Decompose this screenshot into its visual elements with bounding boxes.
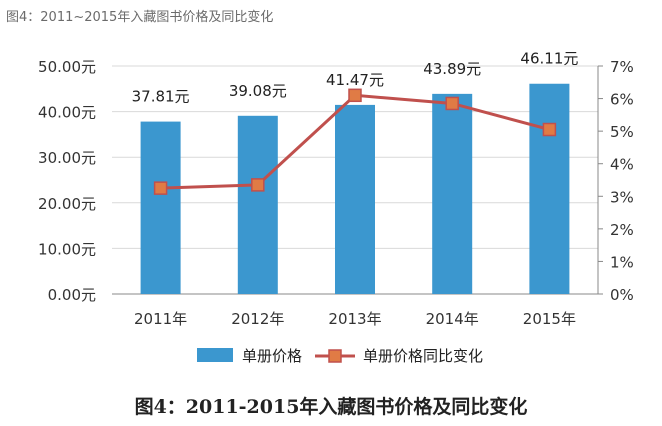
bar <box>432 93 473 294</box>
chart-caption-top: 图4：2011~2015年入藏图书价格及同比变化 <box>6 10 274 25</box>
y-right-tick-label: 1% <box>610 253 634 271</box>
y-right-tick-label: 7% <box>610 58 634 76</box>
legend-line-marker <box>328 349 342 363</box>
y-left-tick-label: 30.00元 <box>38 149 96 167</box>
y-right-tick-label: 5% <box>610 123 634 141</box>
bar <box>529 83 570 294</box>
line-point <box>445 96 459 111</box>
x-tick-label: 2015年 <box>523 310 576 328</box>
line-point <box>251 178 265 192</box>
y-left-tick-label: 20.00元 <box>38 195 96 213</box>
y-right-tick-label: 4% <box>610 156 634 174</box>
line-point <box>348 88 362 103</box>
x-tick-label: 2012年 <box>231 310 284 328</box>
bar <box>237 115 278 294</box>
x-tick-label: 2013年 <box>328 310 381 328</box>
legend-bar-swatch <box>197 348 233 362</box>
bar-data-label: 41.47元 <box>326 71 384 89</box>
bar-data-label: 37.81元 <box>132 88 190 106</box>
bar-data-label: 43.89元 <box>423 60 481 78</box>
y-right-tick-label: 0% <box>610 286 634 304</box>
chart-caption-bottom: 图4：2011-2015年入藏图书价格及同比变化 <box>134 396 528 418</box>
y-right-tick-label: 6% <box>610 91 634 109</box>
bar-data-label: 46.11元 <box>520 50 578 68</box>
line-point <box>153 181 168 195</box>
legend-line-label: 单册价格同比变化 <box>363 347 483 365</box>
y-left-tick-label: 10.00元 <box>38 240 96 258</box>
x-tick-label: 2011年 <box>134 310 187 328</box>
bar-data-label: 39.08元 <box>229 82 287 100</box>
y-left-tick-label: 50.00元 <box>38 58 96 76</box>
y-left-tick-label: 0.00元 <box>48 286 96 304</box>
y-right-tick-label: 2% <box>610 221 634 239</box>
legend-bar-label: 单册价格 <box>242 347 302 365</box>
line-point <box>542 122 557 137</box>
bar <box>140 121 181 295</box>
bar <box>335 104 375 295</box>
x-tick-label: 2014年 <box>426 310 479 328</box>
price-chart: 0.00元 10.00元 20.00元 30.00元 40.00元 50.00元 0% 1% 2… <box>38 50 634 365</box>
y-left-tick-label: 40.00元 <box>38 104 96 122</box>
y-right-tick-label: 3% <box>610 188 634 206</box>
